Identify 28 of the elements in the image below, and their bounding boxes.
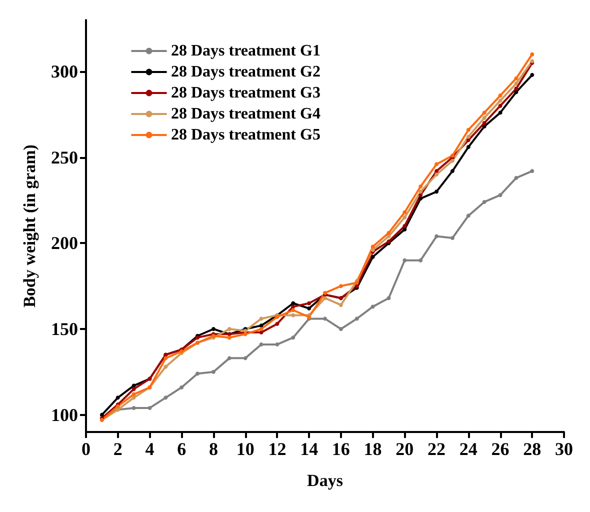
legend-label: 28 Days treatment G4: [171, 106, 320, 122]
x-tick-label: 30: [555, 439, 573, 459]
x-tick-label: 24: [459, 439, 478, 459]
x-tick-label: 4: [145, 439, 154, 459]
y-tick-label: 150: [51, 319, 78, 339]
x-tick-label: 16: [332, 439, 350, 459]
x-axis-title: Days: [307, 471, 344, 490]
x-tick-label: 2: [113, 439, 122, 459]
x-tick-label: 26: [491, 439, 510, 459]
legend-label: 28 Days treatment G1: [171, 42, 320, 60]
x-tick-label: 20: [396, 439, 414, 459]
y-axis-title: Body weight (in gram): [20, 144, 39, 308]
x-tick-label: 8: [208, 439, 218, 459]
y-tick-label: 200: [51, 233, 78, 254]
x-tick-label: 22: [428, 439, 446, 459]
x-tick-label: 0: [82, 439, 90, 459]
x-tick-label: 14: [300, 439, 318, 459]
x-tick-label: 12: [268, 439, 286, 459]
x-tick-label: 6: [177, 439, 186, 459]
legend-label: 28 Days treatment G3: [171, 84, 320, 102]
y-tick-label: 300: [51, 62, 78, 82]
legend-label: 28 Days treatment G5: [171, 126, 320, 144]
x-tick-label: 10: [236, 439, 254, 459]
y-tick-label: 100: [51, 404, 78, 425]
y-tick-label: 250: [51, 147, 78, 168]
x-tick-label: 18: [364, 439, 382, 459]
x-tick-label: 28: [523, 439, 542, 459]
legend-label: 28 Days treatment G2: [171, 64, 320, 80]
